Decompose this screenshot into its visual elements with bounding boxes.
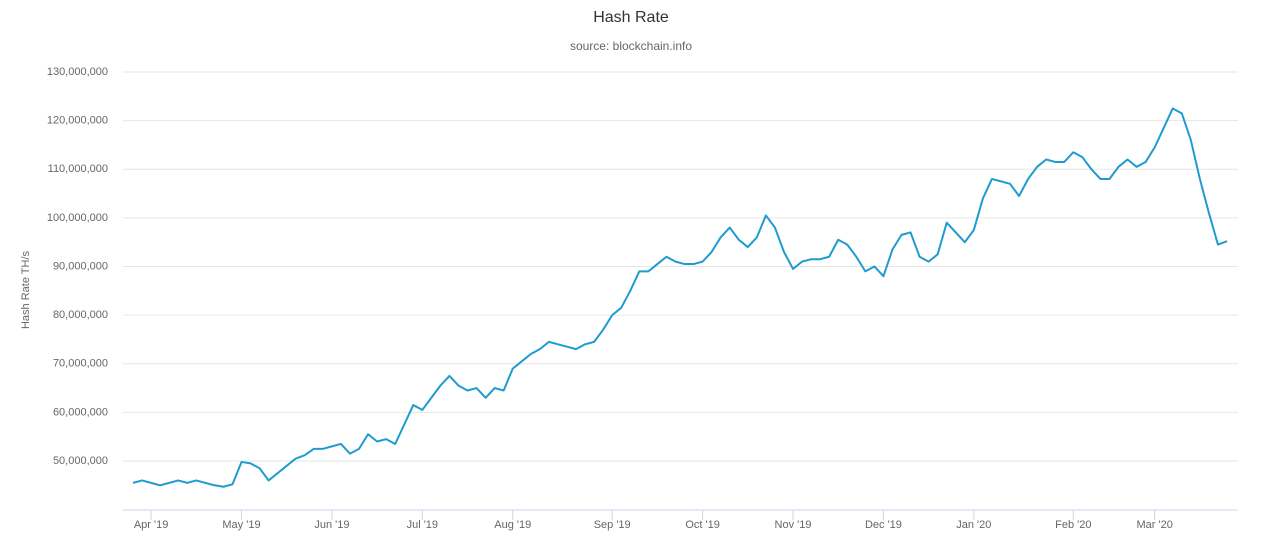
y-tick-label: 80,000,000 (53, 309, 108, 321)
x-tick-label: Aug '19 (494, 519, 531, 531)
x-tick-label: Mar '20 (1136, 519, 1172, 531)
x-tick-label: Nov '19 (775, 519, 812, 531)
x-tick-label: Feb '20 (1055, 519, 1091, 531)
y-tick-label: 70,000,000 (53, 358, 108, 370)
y-tick-label: 90,000,000 (53, 260, 108, 272)
data-line (132, 107, 1228, 488)
y-tick-label: 50,000,000 (53, 455, 108, 467)
chart-subtitle: source: blockchain.info (570, 39, 692, 53)
y-axis-title: Hash Rate TH/s (20, 250, 32, 329)
x-tick-label: Jun '19 (314, 519, 349, 531)
x-tick-label: Jan '20 (956, 519, 991, 531)
x-tick-label: Oct '19 (685, 519, 720, 531)
y-tick-label: 60,000,000 (53, 406, 108, 418)
y-tick-label: 120,000,000 (47, 115, 108, 127)
y-tick-label: 130,000,000 (47, 66, 108, 78)
x-tick-label: Jul '19 (407, 519, 438, 531)
y-tick-label: 110,000,000 (48, 163, 108, 175)
x-tick-label: Dec '19 (865, 519, 902, 531)
y-tick-label: 100,000,000 (47, 212, 108, 224)
x-tick-label: May '19 (222, 519, 260, 531)
x-tick-label: Apr '19 (134, 519, 169, 531)
chart-title: Hash Rate (593, 9, 669, 26)
x-tick-label: Sep '19 (594, 519, 631, 531)
